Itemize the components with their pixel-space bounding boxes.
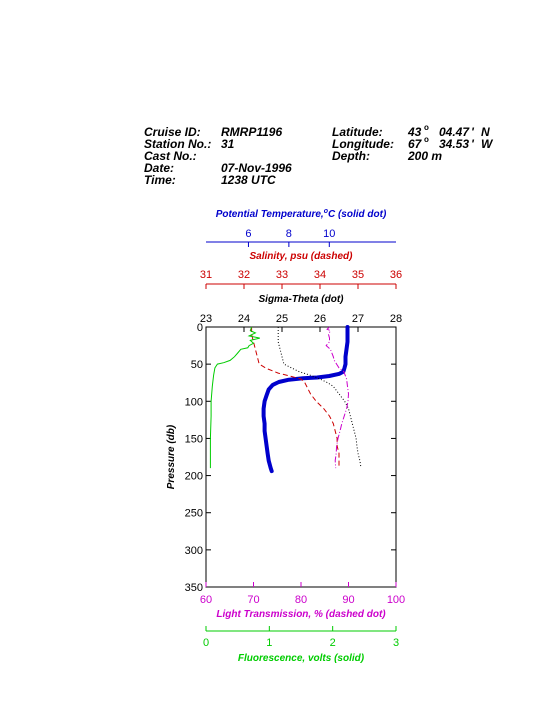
salinity-tick-label: 35 [352,269,364,281]
longitude-degree-icon: o [424,135,429,144]
latitude-label: Latitude: [332,125,383,139]
y-axis-ticks: 0 50 100 150 200 250 300 350 [185,322,396,594]
cruise-id-label: Cruise ID: [144,125,201,139]
y-tick-label: 100 [185,396,203,408]
temperature-tick-label: 8 [286,228,292,240]
station-value: 31 [221,137,235,151]
y-tick-label: 250 [185,508,203,520]
cast-header: Cruise ID: RMRP1196 Station No.: 31 Cast… [144,123,494,187]
y-tick-label: 300 [185,545,203,557]
temperature-axis-title: Potential Temperature,oC (solid dot) [216,208,387,220]
depth-label: Depth: [332,149,370,163]
date-label: Date: [144,161,174,175]
sigma-axis-title: Sigma-Theta (dot) [259,294,345,305]
sigma-tick-label: 25 [276,313,288,325]
latitude-min: 04.47 [439,125,470,139]
y-tick-label: 150 [185,433,203,445]
y-tick-label: 350 [185,582,203,594]
latitude-minute-mark-icon: ' [471,125,475,139]
cruise-id-value: RMRP1196 [221,125,282,139]
fluorescence-axis-title: Fluorescence, volts (solid) [238,653,365,664]
time-label: Time: [144,173,176,187]
longitude-min: 34.53 [439,137,469,151]
transmission-tick-label: 80 [295,594,307,606]
fluorescence-tick-label: 2 [330,637,336,649]
sigma-tick-label: 26 [314,313,326,325]
y-tick-label: 200 [185,471,203,483]
sigma-tick-label: 27 [352,313,364,325]
y-tick-label: 0 [197,322,203,334]
date-value: 07-Nov-1996 [221,161,292,175]
sigma-tick-label: 23 [200,313,212,325]
longitude-minute-mark-icon: ' [471,137,475,151]
salinity-tick-label: 34 [314,269,326,281]
depth-value: 200 m [407,149,442,163]
transmission-axis-title: Light Transmission, % (dashed dot) [216,609,386,620]
y-tick-label: 50 [191,359,203,371]
salinity-profile-line [251,327,340,469]
transmission-profile-line [325,326,350,469]
transmission-tick-label: 100 [387,594,405,606]
temperature-tick-label: 10 [323,228,335,240]
sigma-tick-label: 28 [390,313,402,325]
latitude-deg: 43 [407,125,422,139]
transmission-tick-label: 90 [342,594,354,606]
salinity-tick-label: 32 [238,269,250,281]
latitude-hemi: N [481,125,490,139]
salinity-tick-label: 33 [276,269,288,281]
longitude-deg: 67 [408,137,423,151]
temperature-tick-label: 6 [245,228,251,240]
station-label: Station No.: [144,137,211,151]
transmission-tick-label: 70 [247,594,259,606]
profile-series [209,325,362,474]
time-value: 1238 UTC [221,173,276,187]
cast-label: Cast No.: [144,149,197,163]
top-axes: 6 8 10 Potential Temperature,oC (solid dot)… [200,208,402,332]
salinity-tick-label: 36 [390,269,402,281]
fluorescence-tick-label: 3 [393,637,399,649]
latitude-degree-icon: o [424,123,429,132]
longitude-hemi: W [481,137,494,151]
transmission-tick-label: 60 [200,594,212,606]
longitude-label: Longitude: [332,137,394,151]
sigma-tick-label: 24 [238,313,250,325]
fluorescence-tick-label: 1 [266,637,272,649]
sigma-profile-line [277,327,362,469]
plot-frame [205,326,397,588]
fluorescence-tick-label: 0 [203,637,209,649]
temperature-profile-line [261,325,350,474]
salinity-tick-label: 31 [200,269,212,281]
salinity-axis-title: Salinity, psu (dashed) [250,251,354,262]
y-axis-label: Pressure (db) [166,424,177,489]
fluorescence-profile-line [209,326,260,469]
